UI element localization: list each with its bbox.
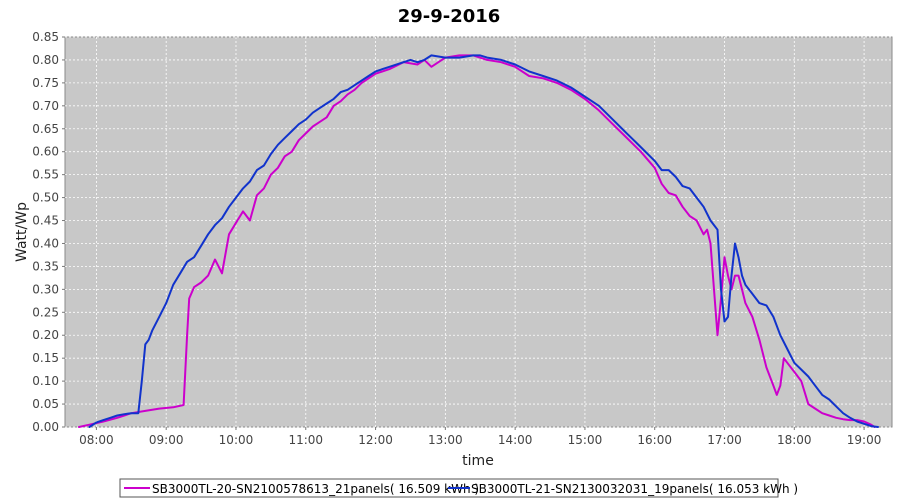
x-tick-label: 18:00	[777, 433, 812, 447]
x-tick-label: 12:00	[358, 433, 393, 447]
y-tick-label: 0.30	[32, 282, 59, 296]
y-tick-label: 0.25	[32, 305, 59, 319]
y-tick-label: 0.20	[32, 328, 59, 342]
x-axis-title: time	[462, 453, 494, 469]
x-axis-ticks: 08:00 09:00 10:00 11:00 12:00 13:00 14:00 15:00…	[79, 427, 881, 447]
x-tick-label: 11:00	[288, 433, 323, 447]
y-tick-label: 0.45	[32, 214, 59, 228]
x-tick-label: 15:00	[568, 433, 603, 447]
x-tick-label: 09:00	[149, 433, 184, 447]
x-tick-label: 16:00	[637, 433, 672, 447]
series-lines	[78, 54, 879, 428]
x-tick-label: 13:00	[428, 433, 463, 447]
y-tick-label: 0.15	[32, 351, 59, 365]
series-line-1	[78, 54, 876, 428]
y-axis-title: Watt/Wp	[14, 202, 30, 262]
x-tick-label: 19:00	[847, 433, 882, 447]
y-tick-label: 0.40	[32, 236, 59, 250]
x-tick-label: 08:00	[79, 433, 114, 447]
x-tick-label: 14:00	[498, 433, 533, 447]
y-tick-label: 0.35	[32, 259, 59, 273]
y-tick-label: 0.80	[32, 53, 59, 67]
legend-label-series-1: SB3000TL-20-SN2100578613_21panels( 16.50…	[152, 482, 479, 496]
y-axis-ticks: 0.00 0.05 0.10 0.15 0.20 0.25 0.30 0.35 0.40 0.45…	[32, 30, 65, 434]
y-tick-label: 0.00	[32, 420, 59, 434]
plot-area	[64, 36, 893, 428]
y-tick-label: 0.70	[32, 99, 59, 113]
legend: SB3000TL-20-SN2100578613_21panels( 16.50…	[119, 478, 798, 498]
x-tick-label: 10:00	[219, 433, 254, 447]
chart-title: 29-9-2016	[398, 6, 501, 27]
y-tick-label: 0.75	[32, 76, 59, 90]
y-tick-label: 0.10	[32, 374, 59, 388]
y-tick-label: 0.60	[32, 145, 59, 159]
y-tick-label: 0.55	[32, 168, 59, 182]
y-tick-label: 0.85	[32, 30, 59, 44]
legend-label-series-2: SB3000TL-21-SN2130032031_19panels( 16.05…	[471, 482, 798, 496]
series-line-2	[88, 54, 879, 428]
y-tick-label: 0.05	[32, 397, 59, 411]
y-tick-label: 0.65	[32, 122, 59, 136]
grid	[65, 36, 892, 428]
y-tick-label: 0.50	[32, 191, 59, 205]
x-tick-label: 17:00	[707, 433, 742, 447]
